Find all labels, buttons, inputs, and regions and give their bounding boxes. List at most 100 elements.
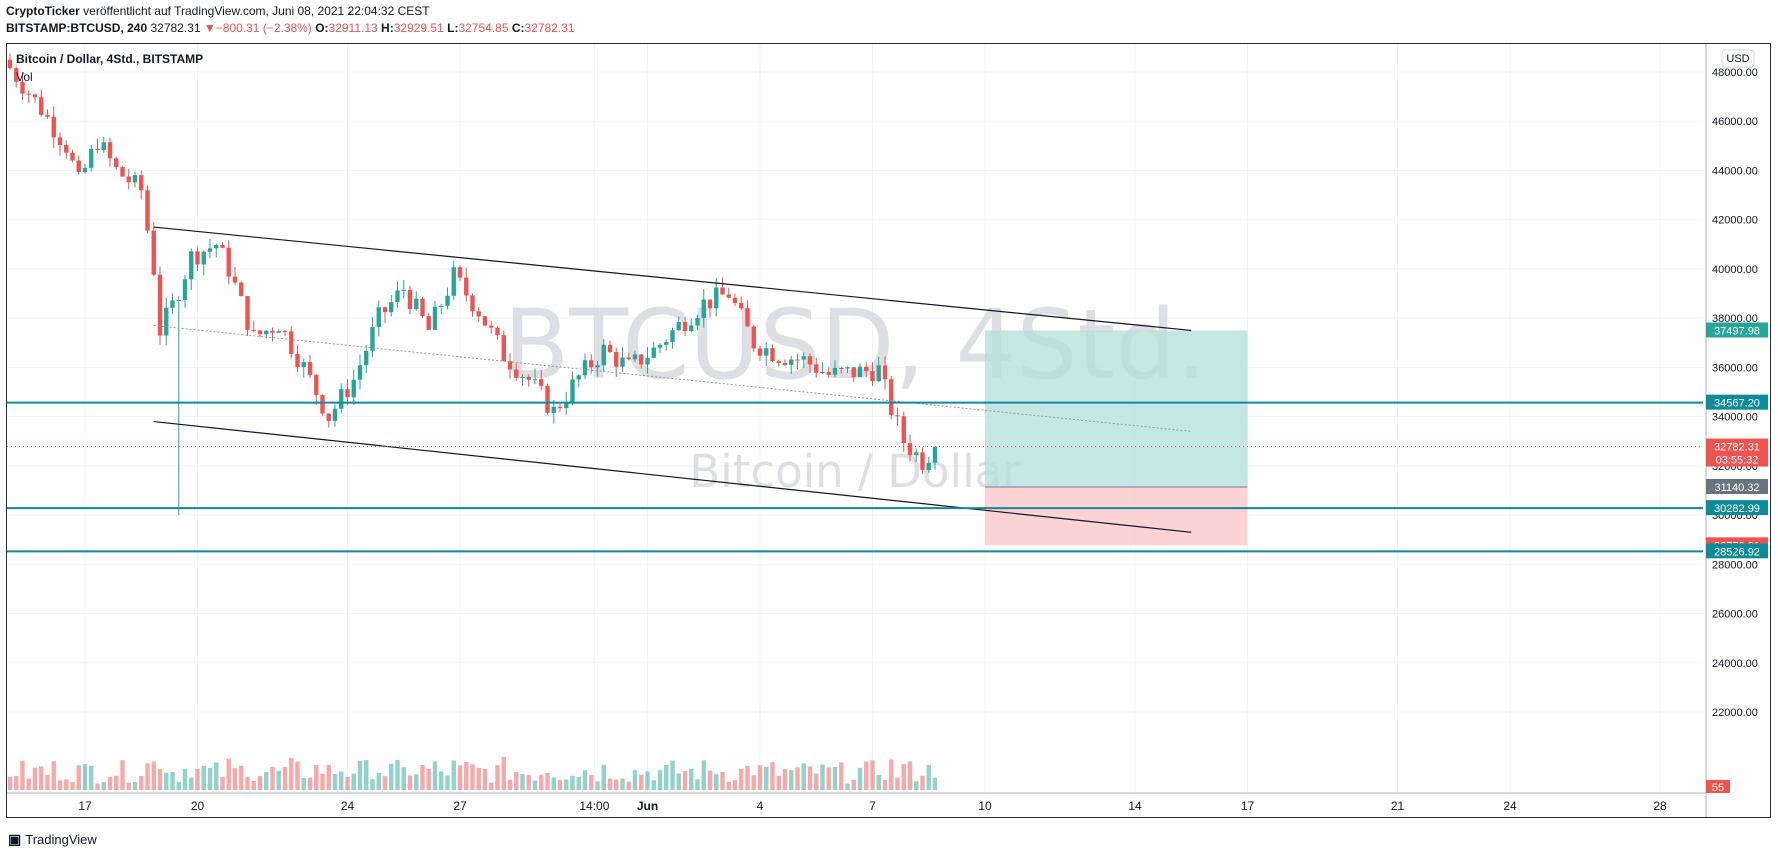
candle-body: [420, 298, 425, 317]
candle-body: [520, 376, 525, 378]
volume-bar: [882, 779, 888, 790]
candle-body: [670, 330, 675, 343]
candle-body: [507, 361, 513, 370]
volume-bar: [676, 773, 681, 790]
price-tag-label: 32782.31: [1714, 442, 1760, 454]
tradingview-logo-icon[interactable]: ▣: [8, 831, 22, 847]
candle-body: [139, 175, 144, 191]
channel-lower-line[interactable]: [153, 420, 1192, 533]
candle-body: [357, 365, 363, 380]
candle-body: [145, 190, 150, 231]
position-loss-zone[interactable]: [985, 487, 1248, 546]
candle-body: [326, 413, 331, 421]
volume-bar: [895, 777, 900, 790]
candle-body: [814, 364, 819, 373]
volume-bar: [420, 764, 425, 790]
candle-body: [782, 362, 788, 365]
candle-body: [514, 369, 519, 378]
price-change: −800.31 (−2.38%): [215, 21, 312, 35]
candle-body: [901, 416, 906, 444]
candle-body: [489, 325, 494, 328]
candle-body: [107, 142, 113, 159]
volume-bar: [920, 775, 925, 790]
volume-bar: [164, 772, 169, 790]
volume-bar: [314, 765, 319, 790]
symbol-line: BITSTAMP:BTCUSD, 240: [6, 21, 148, 35]
volume-bar: [395, 759, 400, 790]
volume-bar: [489, 782, 494, 790]
volume-bar: [795, 767, 800, 790]
volume-bar: [645, 771, 650, 790]
candle-body: [51, 116, 56, 138]
low-value: 32754.85: [458, 21, 509, 35]
volume-bar: [764, 766, 769, 790]
volume-bar: [345, 776, 350, 790]
volume-bar: [632, 770, 638, 790]
author-name[interactable]: CryptoTicker: [6, 4, 80, 18]
candle-body: [264, 330, 269, 335]
volume-bar: [170, 772, 175, 790]
candle-body: [64, 145, 69, 153]
candle-body: [289, 331, 294, 354]
candle-body: [114, 158, 119, 168]
candle-body: [426, 316, 431, 330]
candle-body: [7, 59, 13, 69]
volume-bar: [282, 766, 288, 790]
price-tag: [1706, 322, 1768, 338]
footer-brand[interactable]: TradingView: [25, 832, 97, 847]
y-tick-label: 48000.00: [1712, 67, 1758, 79]
candle-body: [695, 318, 700, 326]
x-tick-label: 27: [453, 799, 467, 813]
candle-body: [564, 402, 569, 409]
x-tick-label: 21: [1391, 799, 1405, 813]
channel-mid-line[interactable]: [153, 325, 1192, 432]
candle-body: [920, 452, 925, 470]
candle-body: [157, 274, 163, 336]
chart-frame: [6, 43, 1771, 818]
volume-bar: [864, 761, 869, 790]
legend-title: Bitcoin / Dollar, 4Std., BITSTAMP: [16, 52, 203, 66]
volume-bar: [114, 775, 119, 790]
publish-info: CryptoTicker veröffentlicht auf TradingV…: [6, 4, 430, 18]
volume-bar: [495, 765, 500, 790]
volume-bar: [601, 764, 606, 790]
candle-body: [707, 299, 713, 309]
volume-bar: [370, 779, 375, 790]
candle-body: [457, 267, 463, 278]
volume-bar: [520, 774, 525, 790]
volume-bar: [757, 765, 763, 790]
candle-body: [207, 248, 213, 252]
volume-bar: [339, 771, 344, 790]
candle-body: [857, 366, 863, 378]
volume-bar: [789, 770, 794, 790]
candle-body: [382, 307, 388, 313]
candle-body: [76, 160, 81, 173]
high-label: H:: [381, 21, 394, 35]
volume-bar: [539, 774, 544, 790]
volume-bar: [39, 766, 44, 790]
volume-bar: [851, 779, 856, 790]
candle-body: [26, 93, 31, 95]
candle-body: [245, 296, 250, 330]
currency-button[interactable]: [1721, 49, 1755, 68]
candle-body: [170, 300, 175, 308]
volume-bar: [51, 761, 56, 790]
position-profit-zone[interactable]: [985, 330, 1248, 488]
candle-body: [607, 344, 613, 353]
candle-body: [101, 142, 106, 151]
x-tick-label: 4: [757, 799, 764, 813]
candle-body: [439, 305, 444, 307]
volume-bar: [626, 781, 631, 790]
channel-upper-line[interactable]: [153, 226, 1192, 332]
volume-bar: [289, 758, 294, 790]
volume-tag: [1706, 780, 1730, 793]
x-tick-label: 17: [78, 799, 92, 813]
volume-bar: [907, 761, 913, 790]
x-tick-label: Jun: [637, 799, 658, 813]
volume-bar: [132, 782, 138, 790]
volume-bar: [332, 774, 338, 790]
volume-bar: [664, 764, 669, 790]
x-tick-label: 24: [341, 799, 355, 813]
volume-bar: [745, 765, 750, 790]
